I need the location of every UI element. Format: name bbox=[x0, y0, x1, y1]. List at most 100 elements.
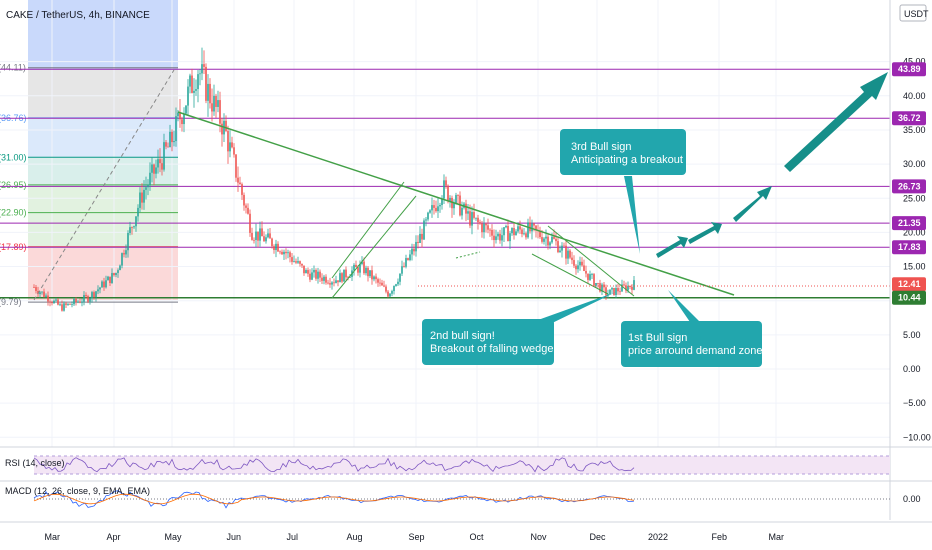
candle-body bbox=[541, 237, 543, 242]
candle-body bbox=[359, 264, 361, 273]
candle-body bbox=[517, 226, 519, 232]
candle-body bbox=[631, 287, 633, 290]
candle-body bbox=[225, 120, 227, 131]
candle-body bbox=[57, 299, 59, 305]
candle-body bbox=[613, 287, 615, 295]
candle-body bbox=[109, 276, 111, 284]
price-tag-label: 21.35 bbox=[898, 218, 921, 228]
x-axis-ticks: Mar Apr May Jun Jul Aug Sep Oct Nov Dec 2022 Feb Mar bbox=[45, 532, 785, 542]
candle-body bbox=[279, 251, 281, 253]
candle-body bbox=[131, 227, 133, 228]
candle-body bbox=[495, 236, 497, 241]
candle-body bbox=[263, 236, 265, 242]
candle-body bbox=[313, 269, 315, 273]
callout-bull2-pointer bbox=[538, 292, 616, 326]
price-tag-label: 43.89 bbox=[898, 64, 921, 74]
candle-body bbox=[195, 89, 197, 91]
candle-body bbox=[159, 159, 161, 164]
candle-body bbox=[129, 227, 131, 233]
candle-body bbox=[457, 195, 459, 196]
candle-body bbox=[133, 226, 135, 228]
candle-body bbox=[371, 270, 373, 280]
candle-body bbox=[455, 195, 457, 204]
candle-body bbox=[81, 301, 83, 303]
candle-body bbox=[135, 216, 137, 227]
price-tag bbox=[892, 277, 926, 292]
candle-body bbox=[319, 271, 321, 278]
candle-body bbox=[281, 251, 283, 255]
candle-body bbox=[447, 185, 449, 202]
candle-body bbox=[85, 295, 87, 297]
dotted-diag bbox=[455, 251, 481, 259]
candle-body bbox=[95, 291, 97, 298]
candle-body bbox=[405, 258, 407, 267]
candle-body bbox=[559, 250, 561, 253]
macd-label: MACD (12, 26, close, 9, EMA, EMA) bbox=[5, 486, 150, 496]
candle-body bbox=[285, 251, 287, 254]
candle-body bbox=[189, 75, 191, 87]
price-tag-label: 17.83 bbox=[898, 242, 921, 252]
candle-body bbox=[277, 243, 279, 252]
candle-body bbox=[615, 288, 617, 295]
callout-bull2: 2nd bull sign! Breakout of falling wedge bbox=[422, 292, 616, 365]
candle-body bbox=[193, 90, 195, 93]
candle-body bbox=[389, 293, 391, 297]
candle-body bbox=[267, 233, 269, 238]
candle-body bbox=[307, 270, 309, 274]
candle-body bbox=[297, 261, 299, 263]
candles bbox=[33, 47, 635, 312]
candle-body bbox=[621, 284, 623, 292]
candle-body bbox=[315, 269, 317, 279]
candle-body bbox=[215, 95, 217, 107]
candle-body bbox=[561, 245, 563, 251]
candle-body bbox=[197, 74, 199, 90]
x-tick-label: Feb bbox=[712, 532, 728, 542]
callout-bull3-pointer bbox=[624, 176, 640, 254]
candle-body bbox=[261, 228, 263, 237]
candle-body bbox=[213, 95, 215, 112]
candle-body bbox=[55, 299, 57, 301]
candle-body bbox=[219, 100, 221, 124]
price-tag-label: 12.41 bbox=[898, 279, 921, 289]
candle-body bbox=[91, 292, 93, 299]
candle-body bbox=[343, 269, 345, 282]
candle-body bbox=[341, 273, 343, 282]
candle-body bbox=[237, 177, 239, 183]
candle-body bbox=[521, 229, 523, 235]
y-axis-ticks: 45.0040.0035.0030.0025.0020.0015.0010.00… bbox=[903, 57, 931, 443]
candle-body bbox=[231, 142, 233, 148]
candle-body bbox=[473, 212, 475, 218]
fib-label: (44.11) bbox=[0, 63, 26, 73]
candle-body bbox=[553, 236, 555, 239]
candle-body bbox=[251, 232, 253, 240]
candle-body bbox=[79, 301, 81, 303]
candle-body bbox=[199, 73, 201, 75]
currency-badge[interactable] bbox=[899, 4, 927, 22]
candle-body bbox=[205, 66, 207, 101]
candle-body bbox=[403, 266, 405, 268]
candle-body bbox=[375, 276, 377, 280]
candle-body bbox=[539, 230, 541, 238]
candle-body bbox=[227, 130, 229, 152]
candle-body bbox=[453, 203, 455, 209]
candle-body bbox=[141, 192, 143, 203]
callout-bull3-line1: 3rd Bull sign bbox=[571, 141, 632, 153]
callout-bull2-line2: Breakout of falling wedge bbox=[430, 343, 554, 355]
candle-body bbox=[121, 253, 123, 266]
candle-body bbox=[369, 270, 371, 277]
candle-body bbox=[535, 225, 537, 231]
candle-body bbox=[469, 211, 471, 226]
candle-body bbox=[125, 250, 127, 255]
price-tags: 43.89 36.72 26.73 21.35 17.83 12.41 10.44 bbox=[892, 62, 926, 305]
candle-body bbox=[365, 267, 367, 274]
y-tick-label: 15.00 bbox=[903, 262, 926, 272]
candle-body bbox=[493, 235, 495, 241]
candle-body bbox=[185, 105, 187, 114]
callout-bull1-line2: price arround demand zone bbox=[628, 345, 763, 357]
rsi-label: RSI (14, close) bbox=[5, 458, 65, 468]
candle-body bbox=[163, 142, 165, 170]
callout-bull2-box bbox=[422, 319, 554, 365]
candle-body bbox=[347, 277, 349, 279]
candle-body bbox=[49, 301, 51, 303]
